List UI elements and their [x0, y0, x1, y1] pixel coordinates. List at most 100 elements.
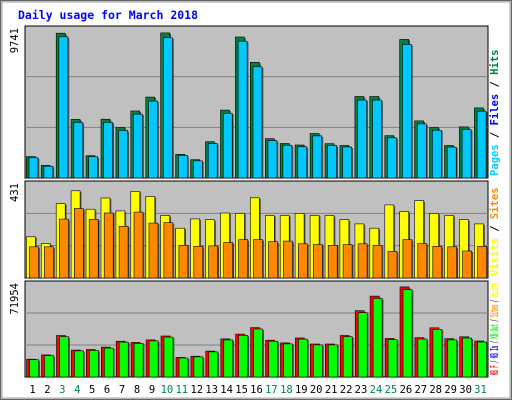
bar-kb-out-day-15 — [238, 334, 248, 378]
bar-sites-day-17 — [268, 241, 278, 279]
bar-pages-day-20 — [312, 135, 323, 179]
panel-legend-label: KB F / KB In / KB Out / Sites / Visits — [489, 283, 501, 375]
chart-panels: 9741 Pages / Files / Hits 431 Visits / Site… — [9, 25, 501, 378]
bar-pages-day-15 — [237, 40, 248, 179]
x-tick-label-day-30: 30 — [459, 384, 472, 396]
x-tick-label-day-16: 16 — [250, 384, 263, 396]
legend-segment: / — [489, 75, 501, 94]
bar-kb-out-day-24 — [372, 298, 383, 378]
bar-sites-day-1 — [29, 246, 39, 279]
x-tick-label-day-18: 18 — [280, 384, 293, 396]
bar-pages-day-9 — [148, 100, 158, 179]
bar-kb-out-day-1 — [29, 359, 39, 378]
bar-sites-day-26 — [402, 239, 413, 279]
legend-segment: Pages — [489, 144, 501, 176]
bar-sites-day-3 — [59, 218, 69, 279]
bar-pages-day-24 — [372, 99, 382, 179]
bar-pages-day-28 — [431, 130, 442, 179]
x-tick-label-day-8: 8 — [134, 384, 140, 396]
bar-pages-day-6 — [103, 122, 113, 179]
bar-sites-day-24 — [372, 245, 383, 279]
x-tick-label-day-14: 14 — [220, 384, 233, 396]
legend-segment: KB Out — [489, 324, 501, 339]
legend-segment: Sites — [489, 187, 501, 219]
bar-pages-day-25 — [387, 137, 397, 179]
bar-kb-out-day-28 — [432, 328, 443, 378]
bar-pages-day-3 — [58, 36, 69, 179]
bar-kb-out-day-16 — [253, 328, 263, 378]
bar-pages-day-13 — [207, 143, 218, 179]
legend-segment: Hits — [489, 50, 501, 75]
bar-sites-day-30 — [462, 250, 472, 279]
bar-pages-day-12 — [193, 160, 203, 179]
x-tick-label-day-29: 29 — [444, 384, 457, 396]
legend-segment: / — [489, 219, 501, 238]
bar-sites-day-2 — [44, 246, 54, 279]
bar-sites-day-20 — [312, 244, 323, 279]
x-tick-label-day-28: 28 — [429, 384, 442, 396]
panel-legend-label: Visits / Sites — [489, 187, 501, 276]
x-tick-label-day-31: 31 — [474, 384, 487, 396]
bar-kb-out-day-21 — [327, 344, 338, 378]
bar-kb-out-day-9 — [148, 340, 159, 378]
bar-kb-out-day-17 — [268, 340, 278, 378]
bar-pages-day-23 — [357, 99, 367, 179]
bar-kb-out-day-25 — [387, 339, 398, 378]
bar-kb-out-day-8 — [133, 343, 144, 378]
bar-pages-day-19 — [297, 146, 308, 179]
bar-pages-day-26 — [402, 44, 412, 179]
bar-pages-day-21 — [327, 145, 338, 179]
bar-sites-day-25 — [387, 251, 398, 279]
panel-kb_in_out: 71954 KB F / KB In / KB Out / Sites / Vis… — [9, 280, 501, 378]
bar-kb-out-day-13 — [208, 351, 219, 378]
bar-pages-day-22 — [342, 146, 352, 179]
bar-kb-out-day-19 — [298, 338, 308, 378]
bar-kb-out-day-5 — [89, 350, 99, 378]
bar-pages-day-16 — [252, 66, 263, 179]
bar-sites-day-22 — [342, 244, 353, 279]
x-tick-label-day-6: 6 — [104, 384, 110, 396]
bar-kb-out-day-30 — [462, 337, 473, 378]
x-tick-label-day-27: 27 — [414, 384, 427, 396]
bar-pages-day-1 — [28, 157, 39, 179]
bar-sites-day-8 — [133, 211, 144, 279]
x-tick-label-day-20: 20 — [310, 384, 323, 396]
bar-pages-day-18 — [282, 145, 293, 179]
legend-segment: Visits — [489, 283, 501, 298]
bar-sites-day-9 — [148, 222, 159, 279]
bar-sites-day-27 — [417, 243, 428, 279]
bar-kb-out-day-26 — [402, 289, 413, 378]
bar-sites-day-28 — [432, 246, 443, 279]
bar-pages-day-2 — [43, 165, 54, 179]
x-tick-label-day-12: 12 — [190, 384, 203, 396]
bar-sites-day-13 — [208, 245, 218, 279]
x-tick-label-day-22: 22 — [340, 384, 353, 396]
legend-segment: Sites — [489, 305, 501, 317]
bar-sites-day-14 — [223, 242, 233, 279]
x-axis-day-labels: 1 2 3 4 5 6 7 8 9 10 11 12 13 14 15 16 17 18 19 20 21 22 23 24 2… — [29, 384, 486, 396]
bar-kb-out-day-12 — [193, 356, 204, 378]
legend-segment: Files — [489, 94, 501, 126]
bar-sites-day-16 — [253, 239, 263, 279]
bar-kb-out-day-18 — [283, 343, 293, 378]
x-tick-label-day-7: 7 — [119, 384, 125, 396]
bar-pages-day-8 — [133, 113, 143, 179]
bar-sites-day-18 — [283, 240, 293, 279]
bar-kb-out-day-4 — [74, 350, 84, 378]
bar-sites-day-15 — [238, 239, 248, 279]
panel-visits_sites: 431 Visits / Sites — [9, 180, 501, 279]
bar-sites-day-5 — [88, 219, 99, 279]
bar-sites-day-19 — [297, 243, 308, 279]
x-tick-label-day-9: 9 — [149, 384, 155, 396]
bar-pages-day-29 — [446, 146, 457, 179]
legend-segment: / — [489, 358, 501, 365]
bar-sites-day-23 — [357, 243, 368, 279]
chart-title: Daily usage for March 2018 — [18, 8, 198, 22]
x-tick-label-day-3: 3 — [59, 384, 65, 396]
panel-max-label: 71954 — [9, 283, 21, 315]
legend-segment: / — [489, 125, 501, 144]
bar-pages-day-17 — [267, 140, 278, 179]
bar-sites-day-21 — [327, 245, 338, 279]
bar-sites-day-29 — [447, 246, 458, 279]
